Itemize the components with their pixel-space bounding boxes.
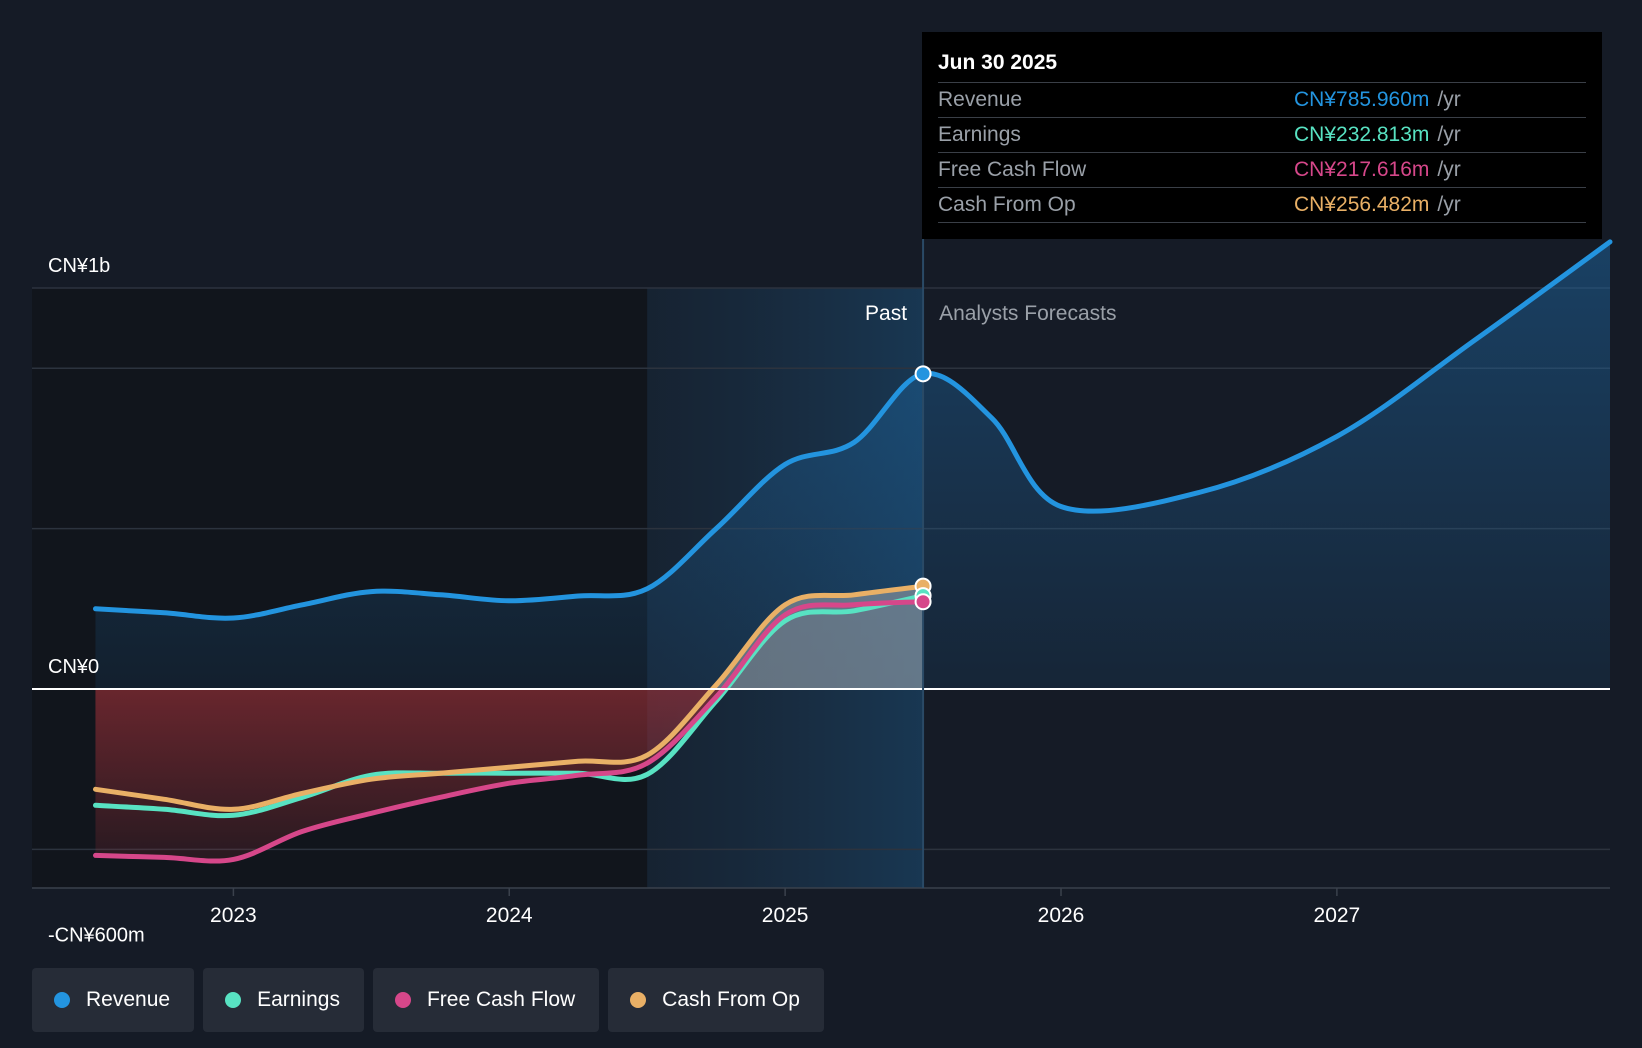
tooltip-label: Earnings	[938, 123, 1021, 146]
x-tick-label: 2024	[486, 904, 533, 927]
x-axis-labels: 2023 2024 2025 2026 2027	[210, 888, 1360, 927]
legend-label: Free Cash Flow	[426, 988, 576, 1011]
line-revenue	[93, 239, 1613, 621]
legend-label: Revenue	[86, 988, 171, 1011]
x-tick-label: 2027	[1314, 904, 1361, 927]
tooltip-row-revenue: Revenue CN¥785.960m /yr	[938, 82, 1586, 117]
legend-dot-icon	[225, 992, 242, 1008]
tooltip-unit: /yr	[1437, 123, 1461, 146]
tooltip-unit: /yr	[1437, 88, 1461, 111]
legend-item-revenue[interactable]: Revenue	[32, 968, 195, 1032]
line-cash-from-op	[93, 583, 926, 812]
legend-dot-icon	[630, 992, 647, 1008]
tooltip-date: Jun 30 2025	[938, 51, 1058, 74]
marker-free-cash-flow	[914, 593, 932, 611]
legend-dot-icon	[394, 992, 411, 1008]
tooltip-label: Free Cash Flow	[938, 158, 1087, 181]
revenue-area	[95, 241, 1610, 689]
legend-dot-icon	[54, 992, 70, 1008]
past-label: Past	[865, 302, 907, 325]
tooltip-value: CN¥232.813m	[1294, 123, 1430, 146]
forecast-label: Analysts Forecasts	[939, 302, 1116, 325]
y-tick-label: CN¥1b	[48, 255, 110, 277]
tooltip-row-cash-from-op: Cash From Op CN¥256.482m /yr	[938, 187, 1586, 223]
tooltip-unit: /yr	[1437, 193, 1461, 216]
legend-item-free-cash-flow[interactable]: Free Cash Flow	[372, 968, 600, 1032]
tooltip-row-earnings: Earnings CN¥232.813m /yr	[938, 117, 1586, 152]
legend-label: Earnings	[257, 988, 340, 1011]
marker-revenue	[914, 365, 932, 383]
y-axis-labels: CN¥1b CN¥0 -CN¥600m	[48, 255, 145, 947]
x-tick-label: 2023	[210, 904, 257, 927]
y-tick-label: -CN¥600m	[48, 925, 145, 947]
tooltip-value: CN¥256.482m	[1294, 193, 1430, 216]
tooltip-label: Cash From Op	[938, 193, 1076, 216]
tooltip: Jun 30 2025 Revenue CN¥785.960m /yr Earn…	[922, 32, 1602, 239]
tooltip-label: Revenue	[938, 88, 1023, 111]
x-tick-label: 2025	[762, 904, 809, 927]
tooltip-row-free-cash-flow: Free Cash Flow CN¥217.616m /yr	[938, 152, 1586, 187]
x-tick-label: 2026	[1038, 904, 1085, 927]
line-earnings	[93, 593, 926, 819]
legend-item-earnings[interactable]: Earnings	[203, 968, 364, 1032]
tooltip-unit: /yr	[1437, 158, 1461, 181]
y-tick-label: CN¥0	[48, 656, 99, 678]
end-markers	[914, 365, 932, 611]
legend-item-cash-from-op[interactable]: Cash From Op	[608, 968, 824, 1032]
chart-plot-area: CN¥1b CN¥0 -CN¥600m 2023 2024 2025 2026 2027 P…	[32, 238, 1613, 947]
line-free-cash-flow	[93, 599, 926, 864]
tooltip-value: CN¥785.960m	[1294, 88, 1430, 111]
legend: Revenue Earnings Free Cash Flow Cash Fro…	[32, 968, 824, 1032]
series-lines	[93, 239, 1613, 864]
legend-label: Cash From Op	[662, 988, 800, 1011]
tooltip-value: CN¥217.616m	[1294, 158, 1430, 181]
